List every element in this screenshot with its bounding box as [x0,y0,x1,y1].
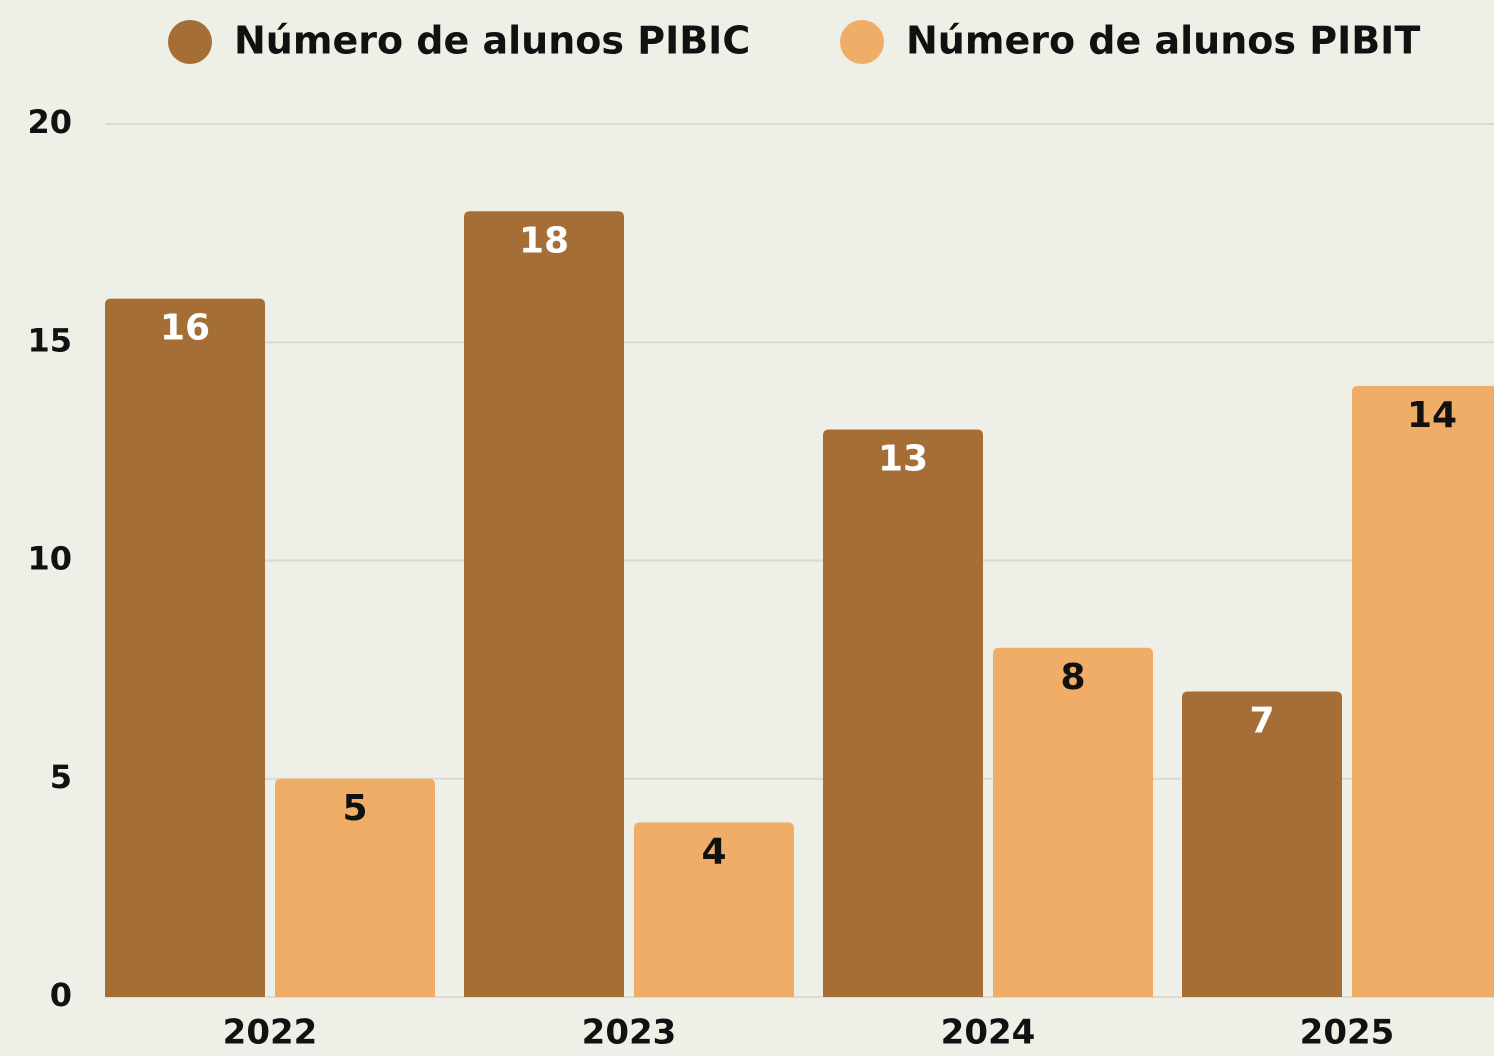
bar [823,429,983,997]
x-tick-label: 2025 [1300,1013,1395,1053]
data-label: 5 [342,788,367,829]
legend-swatch [168,20,212,64]
data-label: 14 [1407,395,1457,436]
bar [1352,385,1494,997]
bar [105,298,265,998]
legend-label: Número de alunos PIBIC [234,19,750,63]
bar [993,647,1153,997]
bar [634,822,794,997]
data-label: 13 [878,439,928,480]
y-tick-label: 10 [27,540,72,578]
data-label: 16 [160,308,210,349]
bar [1182,691,1342,997]
legend-swatch [840,20,884,64]
y-tick-label: 15 [27,321,72,359]
x-tick-label: 2024 [941,1013,1036,1053]
data-label: 18 [519,220,569,261]
x-tick-label: 2022 [223,1013,318,1053]
bar [464,211,624,998]
data-label: 7 [1249,700,1274,741]
x-tick-label: 2023 [582,1013,677,1053]
legend-label: Número de alunos PIBIT [906,19,1420,63]
y-tick-label: 20 [27,103,72,141]
data-label: 8 [1060,657,1085,698]
bar [275,778,435,997]
data-label: 4 [701,831,726,872]
y-tick-label: 5 [50,758,72,796]
y-tick-label: 0 [50,976,72,1014]
